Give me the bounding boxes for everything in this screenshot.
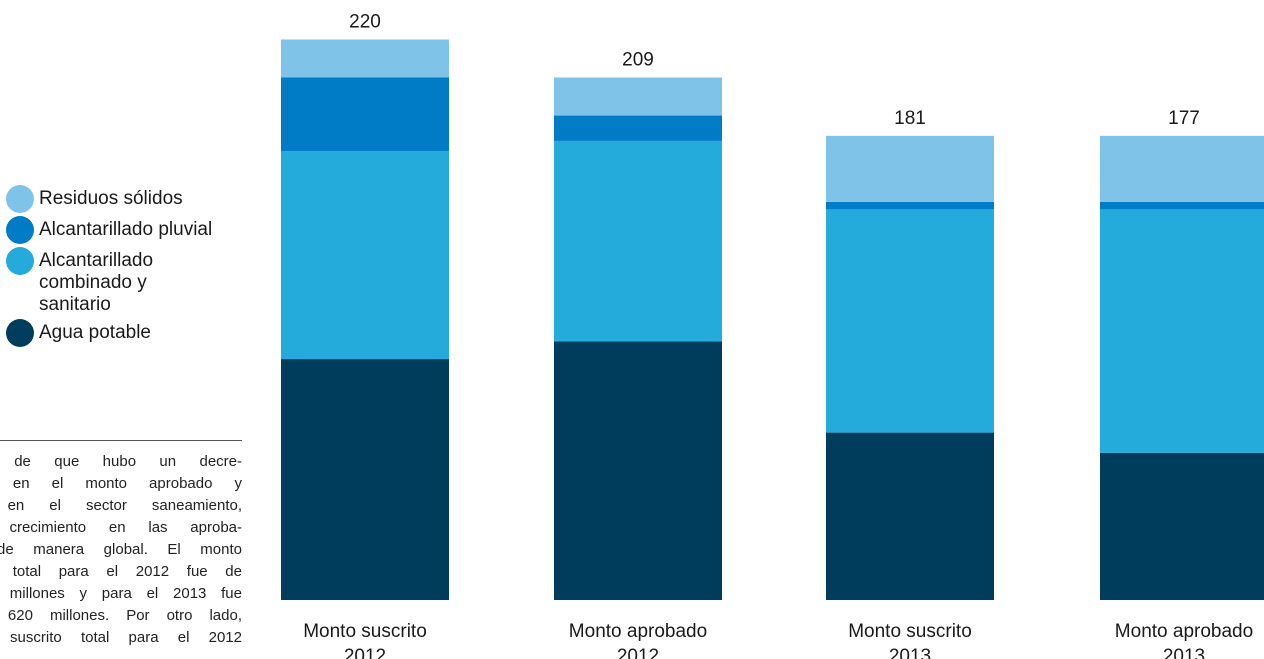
category-label-3-line-2: 2013 xyxy=(889,646,931,659)
bar-segment-alcantarillado-combinado-y-sanitario-2 xyxy=(554,140,722,342)
legend-item: Alcantarillado combinado y sanitario xyxy=(6,247,246,316)
category-label-4-line-1: Monto aprobado xyxy=(1115,621,1253,642)
legend-item: Residuos sólidos xyxy=(6,185,246,213)
bar-total-label-3: 181 xyxy=(894,108,926,129)
category-label-2-line-2: 2012 xyxy=(617,646,659,659)
category-label-2-line-1: Monto aprobado xyxy=(569,621,707,642)
bar-segment-alcantarillado-pluvial-4 xyxy=(1100,201,1264,210)
bar-segment-agua-potable-1 xyxy=(281,359,449,600)
legend-swatch xyxy=(6,319,34,347)
legend-swatch xyxy=(6,185,34,213)
bar-segment-residuos-sólidos-4 xyxy=(1100,135,1264,202)
note-divider xyxy=(0,440,242,441)
bar-segment-residuos-sólidos-1 xyxy=(281,39,449,78)
bar-segment-agua-potable-4 xyxy=(1100,452,1264,600)
bar-segment-residuos-sólidos-3 xyxy=(826,135,994,202)
category-label-3-line-1: Monto suscrito xyxy=(848,621,972,642)
bar-total-label-2: 209 xyxy=(622,50,654,71)
legend-swatch xyxy=(6,247,34,275)
bar-segment-alcantarillado-combinado-y-sanitario-1 xyxy=(281,151,449,360)
body-text-excerpt: sar de que hubo un decre- nto en el mont… xyxy=(0,453,242,646)
chart-legend: Residuos sólidos Alcantarillado pluvial Al… xyxy=(6,185,246,350)
legend-item: Alcantarillado pluvial xyxy=(6,216,246,244)
bar-total-label-4: 177 xyxy=(1168,108,1200,129)
bar-segment-agua-potable-3 xyxy=(826,432,994,600)
legend-label: Alcantarillado combinado y sanitario xyxy=(39,250,154,315)
category-label-4-line-2: 2013 xyxy=(1163,646,1205,659)
category-label-1-line-2: 2012 xyxy=(344,646,386,659)
bar-segment-alcantarillado-pluvial-3 xyxy=(826,201,994,210)
bar-segment-alcantarillado-combinado-y-sanitario-3 xyxy=(826,209,994,433)
legend-item: Agua potable xyxy=(6,319,246,347)
bar-segment-residuos-sólidos-2 xyxy=(554,77,722,116)
bar-segment-alcantarillado-combinado-y-sanitario-4 xyxy=(1100,209,1264,453)
bar-segment-alcantarillado-pluvial-1 xyxy=(281,77,449,152)
legend-label: Agua potable xyxy=(39,322,151,343)
category-label-1-line-1: Monto suscrito xyxy=(303,621,427,642)
bar-segment-agua-potable-2 xyxy=(554,341,722,600)
legend-label: Residuos sólidos xyxy=(39,188,183,209)
legend-label: Alcantarillado pluvial xyxy=(39,219,213,240)
legend-swatch xyxy=(6,216,34,244)
bar-total-label-1: 220 xyxy=(349,11,381,32)
bar-segment-alcantarillado-pluvial-2 xyxy=(554,115,722,141)
